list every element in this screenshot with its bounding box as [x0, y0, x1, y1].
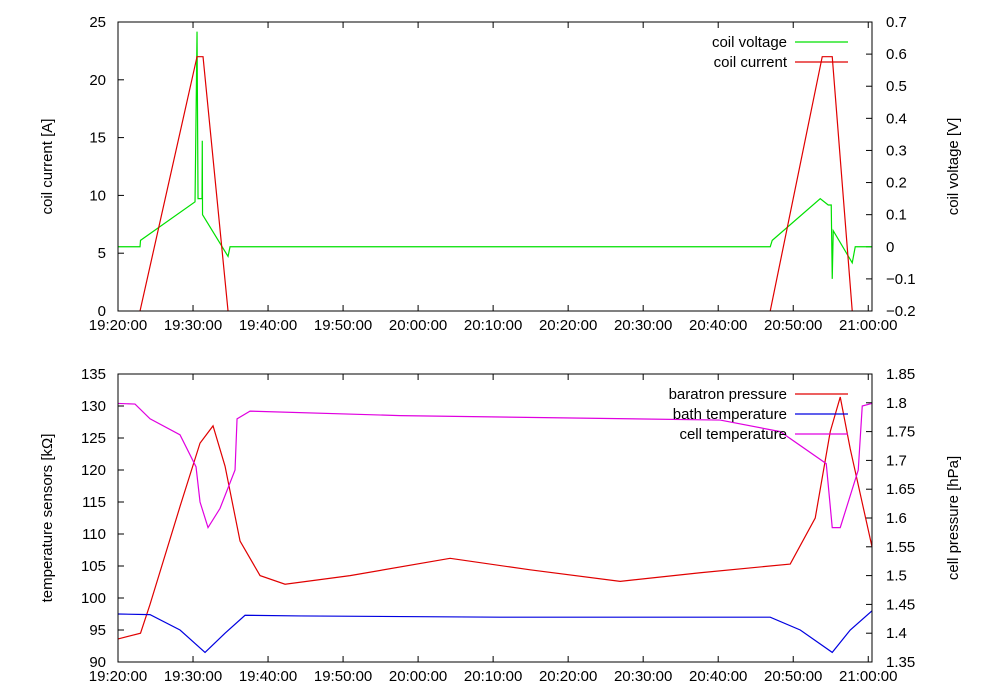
y2-tick-label: 0.4 — [886, 110, 907, 127]
y-tick-label: 125 — [81, 430, 106, 447]
plot-lines — [118, 31, 872, 311]
y-tick-label: 105 — [81, 558, 106, 575]
y2-tick-label: 0.2 — [886, 175, 907, 192]
y-tick-label: 15 — [89, 130, 106, 147]
y2-tick-label: 1.35 — [886, 654, 915, 671]
legend-label: bath temperature — [673, 406, 787, 423]
y2-tick-label: 0.7 — [886, 14, 907, 31]
x-tick-label: 20:40:00 — [689, 668, 747, 685]
y-tick-label: 90 — [89, 654, 106, 671]
y-tick-label: 10 — [89, 187, 106, 204]
x-tick-label: 19:40:00 — [239, 317, 297, 334]
y-tick-label: 95 — [89, 622, 106, 639]
x-tick-label: 19:30:00 — [164, 317, 222, 334]
x-tick-label: 21:00:00 — [839, 668, 897, 685]
y2-tick-label: 1.4 — [886, 625, 907, 642]
x-tick-label: 19:50:00 — [314, 668, 372, 685]
x-tick-label: 20:10:00 — [464, 668, 522, 685]
y2-axis-label: cell pressure [hPa] — [945, 456, 962, 580]
x-tick-label: 20:50:00 — [764, 668, 822, 685]
y-tick-label: 5 — [98, 245, 106, 262]
y2-tick-label: 0.1 — [886, 207, 907, 224]
series-line — [118, 396, 872, 640]
legend-label: coil voltage — [712, 34, 787, 51]
y-tick-label: 110 — [82, 526, 106, 543]
series-line — [118, 31, 872, 279]
x-tick-label: 19:30:00 — [164, 668, 222, 685]
y-tick-label: 100 — [81, 590, 106, 607]
x-tick-label: 20:40:00 — [689, 317, 747, 334]
y2-tick-label: 1.65 — [886, 481, 915, 498]
y2-tick-label: 0.5 — [886, 78, 907, 95]
y2-tick-label: 1.85 — [886, 366, 915, 383]
plot-frame — [117, 21, 873, 312]
y-tick-label: 0 — [98, 303, 106, 320]
y2-tick-label: 0.6 — [886, 46, 907, 63]
legend-label: coil current — [714, 54, 788, 71]
x-tick-label: 20:30:00 — [614, 668, 672, 685]
y2-tick-label: −0.1 — [886, 271, 916, 288]
x-tick-label: 20:20:00 — [539, 668, 597, 685]
x-tick-label: 20:50:00 — [764, 317, 822, 334]
y2-tick-label: 1.6 — [886, 510, 907, 527]
x-tick-label: 19:20:00 — [89, 317, 147, 334]
x-tick-label: 20:10:00 — [464, 317, 522, 334]
legend-label: baratron pressure — [669, 386, 787, 403]
x-tick-label: 20:00:00 — [389, 668, 447, 685]
legend-label: cell temperature — [679, 426, 787, 443]
plot-frame — [117, 373, 873, 663]
plot-lines — [118, 396, 872, 654]
x-tick-label: 19:40:00 — [239, 668, 297, 685]
x-tick-label: 20:00:00 — [389, 317, 447, 334]
series-line — [118, 402, 872, 530]
x-tick-label: 20:30:00 — [614, 317, 672, 334]
y2-tick-label: 0 — [886, 239, 894, 256]
y2-tick-label: 1.45 — [886, 596, 915, 613]
x-tick-label: 21:00:00 — [839, 317, 897, 334]
y-tick-label: 130 — [81, 398, 106, 415]
y2-tick-label: 1.8 — [886, 395, 907, 412]
y2-tick-label: 1.75 — [886, 424, 915, 441]
y2-tick-label: 1.7 — [886, 452, 907, 469]
y2-tick-label: 0.3 — [886, 142, 907, 159]
series-line — [118, 610, 872, 654]
x-tick-label: 19:50:00 — [314, 317, 372, 334]
y-axis-label: coil current [A] — [39, 119, 56, 215]
y-tick-label: 135 — [81, 366, 106, 383]
y-tick-label: 120 — [81, 462, 106, 479]
series-line — [139, 56, 853, 311]
x-tick-label: 20:20:00 — [539, 317, 597, 334]
y2-tick-label: −0.2 — [886, 303, 916, 320]
x-tick-label: 19:20:00 — [89, 668, 147, 685]
y2-tick-label: 1.55 — [886, 539, 915, 556]
y2-axis-label: coil voltage [V] — [945, 118, 962, 216]
y-tick-label: 20 — [89, 72, 106, 89]
y2-tick-label: 1.5 — [886, 568, 907, 585]
y-tick-label: 25 — [89, 14, 106, 31]
y-tick-label: 115 — [82, 494, 106, 511]
y-axis-label: temperature sensors [kΩ] — [39, 434, 56, 603]
